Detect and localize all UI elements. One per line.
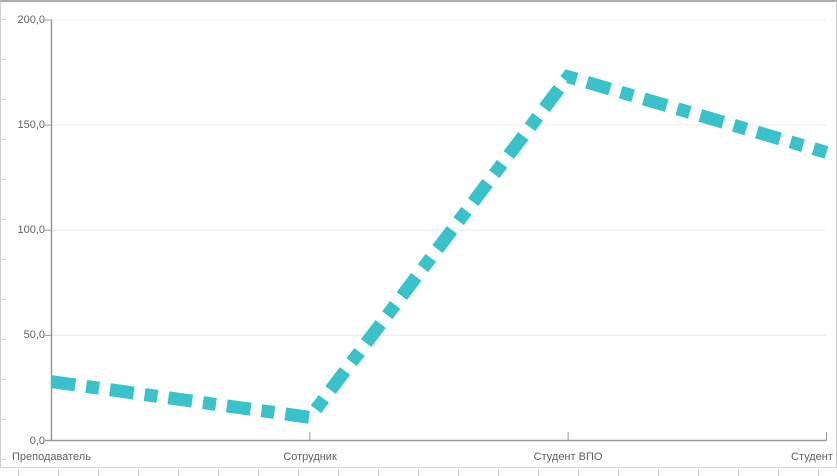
ruler-ticks-left (1, 2, 6, 468)
ruler-ticks-bottom (0, 470, 837, 476)
line-chart-plot-area (45, 19, 829, 442)
series-line[interactable] (50, 69, 829, 425)
